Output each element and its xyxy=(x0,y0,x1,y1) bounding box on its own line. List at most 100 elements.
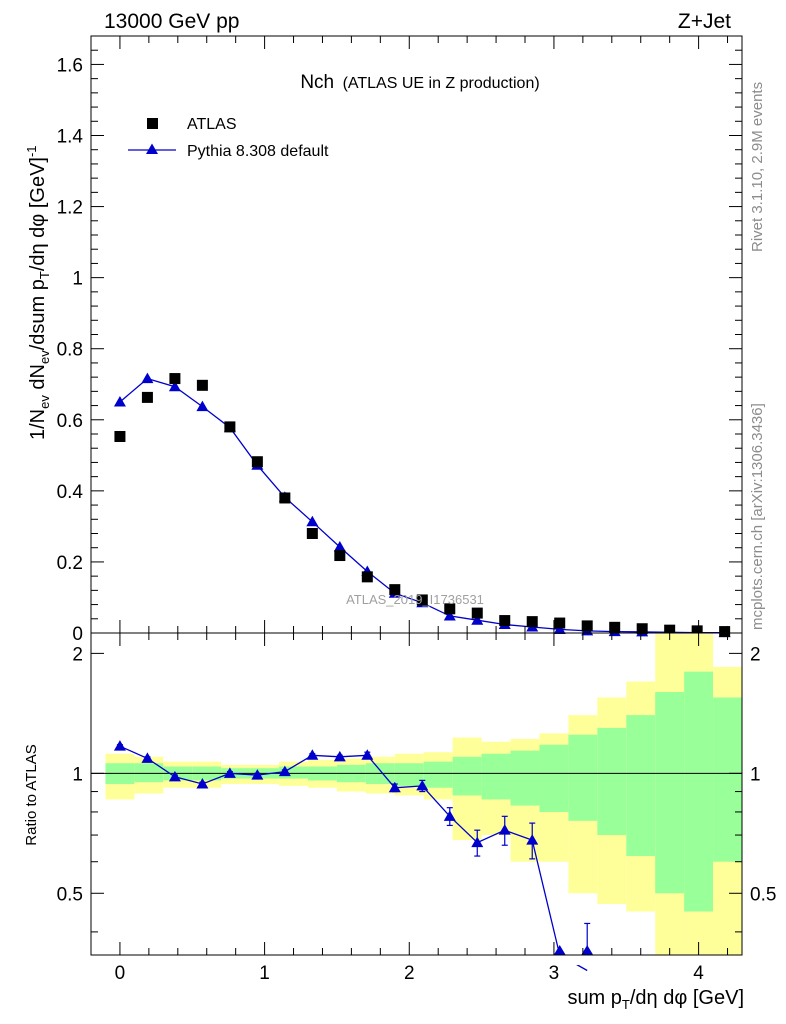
atlas-marker xyxy=(416,594,428,606)
ratio-pythia-marker xyxy=(223,767,236,778)
main-y-tick-label: 0 xyxy=(72,624,83,645)
x-axis-label: sum pT/dη dφ [GeV] xyxy=(567,987,744,1012)
uncertainty-band-inner xyxy=(713,697,742,862)
atlas-marker xyxy=(581,620,593,632)
pythia-marker xyxy=(471,614,484,625)
legend: ATLAS Pythia 8.308 default xyxy=(128,116,329,160)
ratio-pythia-marker xyxy=(333,750,346,762)
atlas-marker xyxy=(141,391,153,403)
uncertainty-band-inner xyxy=(655,691,685,894)
process-label: Z+Jet xyxy=(678,10,731,33)
ratio-pythia-marker xyxy=(471,836,484,848)
pythia-marker xyxy=(443,609,456,621)
atlas-marker xyxy=(609,621,621,633)
atlas-marker xyxy=(169,373,181,385)
ratio-y-axis-label: Ratio to ATLAS xyxy=(23,744,40,845)
main-plot-panel: ATLAS_2019_I1736531 0 0.2 0.4 0.6 0.8 1 1.2 1.4… xyxy=(24,35,743,645)
atlas-marker xyxy=(444,603,456,615)
ratio-pythia-marker xyxy=(498,824,511,835)
energy-label: 13000 GeV pp xyxy=(104,10,239,33)
pythia-marker xyxy=(196,400,209,412)
ratio-pythia-marker xyxy=(526,834,539,845)
x-tick-label: 0 xyxy=(115,963,126,984)
plot-subtitle: (ATLAS UE in Z production) xyxy=(343,75,540,92)
main-y-tick-label: 0.6 xyxy=(57,411,83,432)
x-tick-label: 2 xyxy=(404,963,415,984)
atlas-marker xyxy=(224,421,236,433)
ratio-plot-panel: 0.5 0.5 1 1 2 2 0 1 2 3 4 Ratio to ATLAS xyxy=(23,632,776,984)
ratio-frame xyxy=(90,632,743,956)
atlas-marker xyxy=(114,430,126,442)
ratio-pythia-marker xyxy=(581,945,594,955)
ratio-y-tick-label: 0.5 xyxy=(57,884,83,905)
atlas-marker xyxy=(361,571,373,583)
pythia-marker xyxy=(333,541,346,552)
atlas-marker xyxy=(636,623,648,635)
main-y-tick-label: 0.2 xyxy=(57,553,83,574)
uncertainty-band-inner xyxy=(452,756,482,796)
ratio-pythia-marker xyxy=(443,810,456,821)
uncertainty-band-inner xyxy=(510,750,540,806)
ratio-pythia-marker xyxy=(361,749,374,760)
atlas-marker xyxy=(719,626,731,638)
uncertainty-band-inner xyxy=(626,715,656,857)
uncertainty-band-inner xyxy=(134,763,164,783)
legend-atlas-marker xyxy=(147,118,158,129)
atlas-marker xyxy=(251,456,263,468)
uncertainty-band-inner xyxy=(394,763,424,786)
atlas-marker xyxy=(334,550,346,562)
pythia-marker xyxy=(168,380,181,392)
ratio-pythia-marker xyxy=(278,765,291,777)
main-y-tick-label: 1.2 xyxy=(57,198,83,219)
atlas-marker xyxy=(471,607,483,619)
legend-pythia-label: Pythia 8.308 default xyxy=(187,143,329,160)
main-y-tick-label: 1.6 xyxy=(57,55,83,76)
atlas-marker xyxy=(499,615,511,627)
ratio-pythia-line xyxy=(119,745,588,972)
atlas-marker xyxy=(389,584,401,596)
ratio-y-tick-label-right: 2 xyxy=(750,644,761,665)
ratio-pythia-marker xyxy=(141,752,154,763)
pythia-marker xyxy=(553,623,566,634)
ratio-clip-mask xyxy=(91,955,742,965)
atlas-marker xyxy=(526,616,538,628)
uncertainty-band-inner xyxy=(539,744,569,812)
ratio-y-tick-label: 2 xyxy=(72,644,83,665)
ratio-y-tick-label: 1 xyxy=(72,764,83,785)
plot-title: Nch (ATLAS UE in Z production) xyxy=(300,72,539,93)
atlas-marker xyxy=(554,617,566,629)
ratio-y-tick-label-right: 1 xyxy=(750,764,761,785)
atlas-marker xyxy=(691,625,703,637)
uncertainty-band-inner xyxy=(481,753,511,800)
ratio-pythia-marker xyxy=(196,778,209,789)
main-y-tick-label: 0.4 xyxy=(57,482,84,503)
legend-pythia-marker xyxy=(146,143,158,154)
main-y-axis-label: 1/Nev dNev/dsum pT/dη dφ [GeV]-1 xyxy=(24,145,52,440)
x-tick-label: 4 xyxy=(693,963,704,984)
pythia-marker xyxy=(306,515,319,527)
main-y-tick-label: 0.8 xyxy=(57,340,83,361)
main-y-tick-label: 1.4 xyxy=(57,127,84,148)
x-tick-label: 1 xyxy=(259,963,270,984)
x-tick-label: 3 xyxy=(549,963,560,984)
pythia-marker xyxy=(113,396,126,407)
uncertainty-band-inner xyxy=(684,671,714,912)
main-y-tick-label: 1 xyxy=(72,269,83,290)
ratio-pythia-marker xyxy=(306,749,319,760)
uncertainty-band-inner xyxy=(568,734,598,821)
legend-atlas-label: ATLAS xyxy=(187,116,237,133)
ratio-pythia-marker xyxy=(168,770,181,782)
ratio-pythia-marker xyxy=(416,779,429,791)
atlas-marker xyxy=(279,492,291,504)
ratio-y-tick-label-right: 0.5 xyxy=(750,884,776,905)
pythia-marker xyxy=(141,372,154,384)
ratio-pythia-marker xyxy=(251,769,264,780)
ratio-pythia-marker xyxy=(113,740,126,751)
source-label: mcplots.cern.ch [arXiv:1306.3436] xyxy=(749,403,766,630)
ratio-pythia-marker xyxy=(388,781,401,793)
watermark-label: ATLAS_2019_I1736531 xyxy=(346,592,484,607)
atlas-marker xyxy=(196,379,208,391)
uncertainty-band-inner xyxy=(597,727,627,836)
uncertainty-band-inner xyxy=(423,761,453,788)
